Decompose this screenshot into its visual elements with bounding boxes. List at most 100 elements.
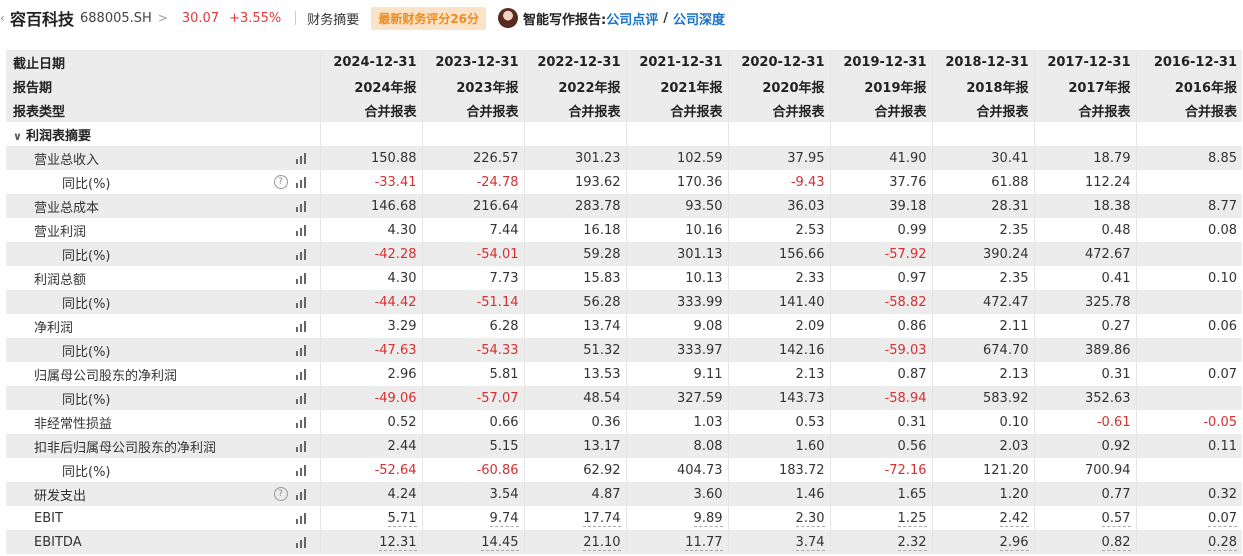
- value: -57.07: [476, 390, 519, 406]
- row-label: EBIT: [34, 510, 63, 526]
- value[interactable]: 0.07: [1208, 510, 1237, 527]
- bar-chart-icon[interactable]: [295, 512, 308, 524]
- value[interactable]: 3.74: [795, 534, 825, 551]
- value[interactable]: 2.42: [999, 510, 1029, 527]
- value-cell: 0.53: [727, 410, 830, 434]
- value-cell: 13.53: [523, 362, 626, 386]
- value: 404.73: [677, 462, 723, 478]
- value-cell: 390.24: [931, 242, 1034, 266]
- section-header[interactable]: ∨ 利润表摘要: [6, 122, 320, 146]
- value-cell: 0.82: [1033, 530, 1136, 554]
- value[interactable]: 0.28: [1208, 534, 1237, 551]
- date-cell: 2023-12-31: [421, 50, 524, 74]
- value: -49.06: [374, 390, 417, 406]
- date-cell: 2024-12-31: [319, 50, 422, 74]
- value-cell: 61.88: [931, 170, 1034, 194]
- value: 39.18: [889, 198, 927, 214]
- value[interactable]: 9.89: [693, 510, 723, 527]
- value: 390.24: [983, 246, 1029, 262]
- help-icon[interactable]: ?: [273, 175, 288, 189]
- help-icon[interactable]: ?: [273, 487, 288, 501]
- value: 0.92: [1101, 438, 1131, 454]
- value: 700.94: [1085, 462, 1131, 478]
- type-cell: 合并报表: [421, 98, 524, 122]
- value-cell: 0.41: [1033, 266, 1136, 290]
- value-cell: 352.63: [1033, 386, 1136, 410]
- bar-chart-icon[interactable]: [295, 440, 308, 452]
- value-cell: 2.03: [931, 434, 1034, 458]
- value: 1.46: [795, 486, 825, 502]
- value[interactable]: 9.74: [489, 510, 519, 527]
- table-row: 非经常性损益 0.52 0.66 0.36 1.03 0.53 0.31 0.10 -0.61 -…: [6, 410, 1242, 434]
- value: 333.99: [677, 294, 723, 310]
- table-row: 利润总额 4.30 7.73 15.83 10.13 2.33 0.97 2.35 0.41 0.…: [6, 266, 1242, 290]
- value: 156.66: [779, 246, 825, 262]
- value[interactable]: 0.57: [1101, 510, 1131, 527]
- value[interactable]: 12.31: [379, 534, 417, 551]
- company-review-link[interactable]: 公司点评: [606, 12, 659, 28]
- value[interactable]: 11.77: [685, 534, 723, 551]
- back-chevron-icon[interactable]: ‹: [0, 11, 5, 25]
- value: 193.62: [575, 174, 621, 190]
- value[interactable]: 2.96: [999, 534, 1029, 551]
- row-label: EBITDA: [34, 534, 82, 550]
- score-badge[interactable]: 最新财务评分26分: [371, 6, 487, 30]
- value-cell: 333.97: [625, 338, 728, 362]
- value[interactable]: 1.25: [897, 510, 927, 527]
- period-cell: 2024年报: [319, 74, 422, 98]
- value-cell: 0.28: [1135, 530, 1242, 554]
- value[interactable]: 14.45: [481, 534, 519, 551]
- row-label: 非经常性损益: [34, 416, 113, 432]
- value[interactable]: 21.10: [583, 534, 621, 551]
- financial-table: 截止日期 2024-12-31 2023-12-31 2022-12-31 20…: [6, 50, 1242, 554]
- value-cell: -44.42: [319, 290, 422, 314]
- value-cell: 333.99: [625, 290, 728, 314]
- value: 0.41: [1101, 270, 1131, 286]
- row-label-cell: 扣非后归属母公司股东的净利润: [6, 434, 320, 458]
- bar-chart-icon[interactable]: [295, 200, 308, 212]
- value-cell: 183.72: [727, 458, 830, 482]
- value-cell: 0.06: [1135, 314, 1242, 338]
- bar-chart-icon[interactable]: [295, 224, 308, 236]
- value-cell: 0.11: [1135, 434, 1242, 458]
- value: 36.03: [787, 198, 825, 214]
- value: 0.06: [1208, 318, 1237, 334]
- chevron-right-icon[interactable]: >: [157, 11, 168, 25]
- bar-chart-icon[interactable]: [295, 248, 308, 260]
- chevron-down-icon[interactable]: ∨: [13, 129, 22, 143]
- value: 8.85: [1208, 150, 1237, 166]
- bar-chart-icon[interactable]: [295, 344, 308, 356]
- value[interactable]: 2.30: [795, 510, 825, 527]
- bar-chart-icon[interactable]: [295, 464, 308, 476]
- row-label: 净利润: [34, 320, 74, 336]
- value: 56.28: [583, 294, 621, 310]
- bar-chart-icon[interactable]: [295, 416, 308, 428]
- date-cell: 2018-12-31: [931, 50, 1034, 74]
- bar-chart-icon[interactable]: [295, 320, 308, 332]
- value[interactable]: 17.74: [583, 510, 621, 527]
- bar-chart-icon[interactable]: [295, 296, 308, 308]
- section-row[interactable]: ∨ 利润表摘要: [6, 122, 1242, 146]
- bar-chart-icon[interactable]: [295, 488, 308, 500]
- value-cell: 17.74: [523, 506, 626, 530]
- bar-chart-icon[interactable]: [295, 536, 308, 548]
- header-label: 报告期: [6, 74, 320, 98]
- bar-chart-icon[interactable]: [295, 176, 308, 188]
- value: 112.24: [1085, 174, 1131, 190]
- value[interactable]: 0.82: [1101, 534, 1131, 551]
- bar-chart-icon[interactable]: [295, 368, 308, 380]
- value-cell: [1135, 170, 1242, 194]
- value: 352.63: [1085, 390, 1131, 406]
- value-cell: 48.54: [523, 386, 626, 410]
- value[interactable]: 2.32: [897, 534, 927, 551]
- company-depth-link[interactable]: 公司深度: [672, 12, 725, 28]
- bar-chart-icon[interactable]: [295, 392, 308, 404]
- period-cell: 2023年报: [421, 74, 524, 98]
- bar-chart-icon[interactable]: [295, 272, 308, 284]
- value[interactable]: 5.71: [387, 510, 417, 527]
- value-cell: 583.92: [931, 386, 1034, 410]
- value-cell: 0.36: [523, 410, 626, 434]
- value-cell: 146.68: [319, 194, 422, 218]
- bar-chart-icon[interactable]: [295, 152, 308, 164]
- value-cell: 2.42: [931, 506, 1034, 530]
